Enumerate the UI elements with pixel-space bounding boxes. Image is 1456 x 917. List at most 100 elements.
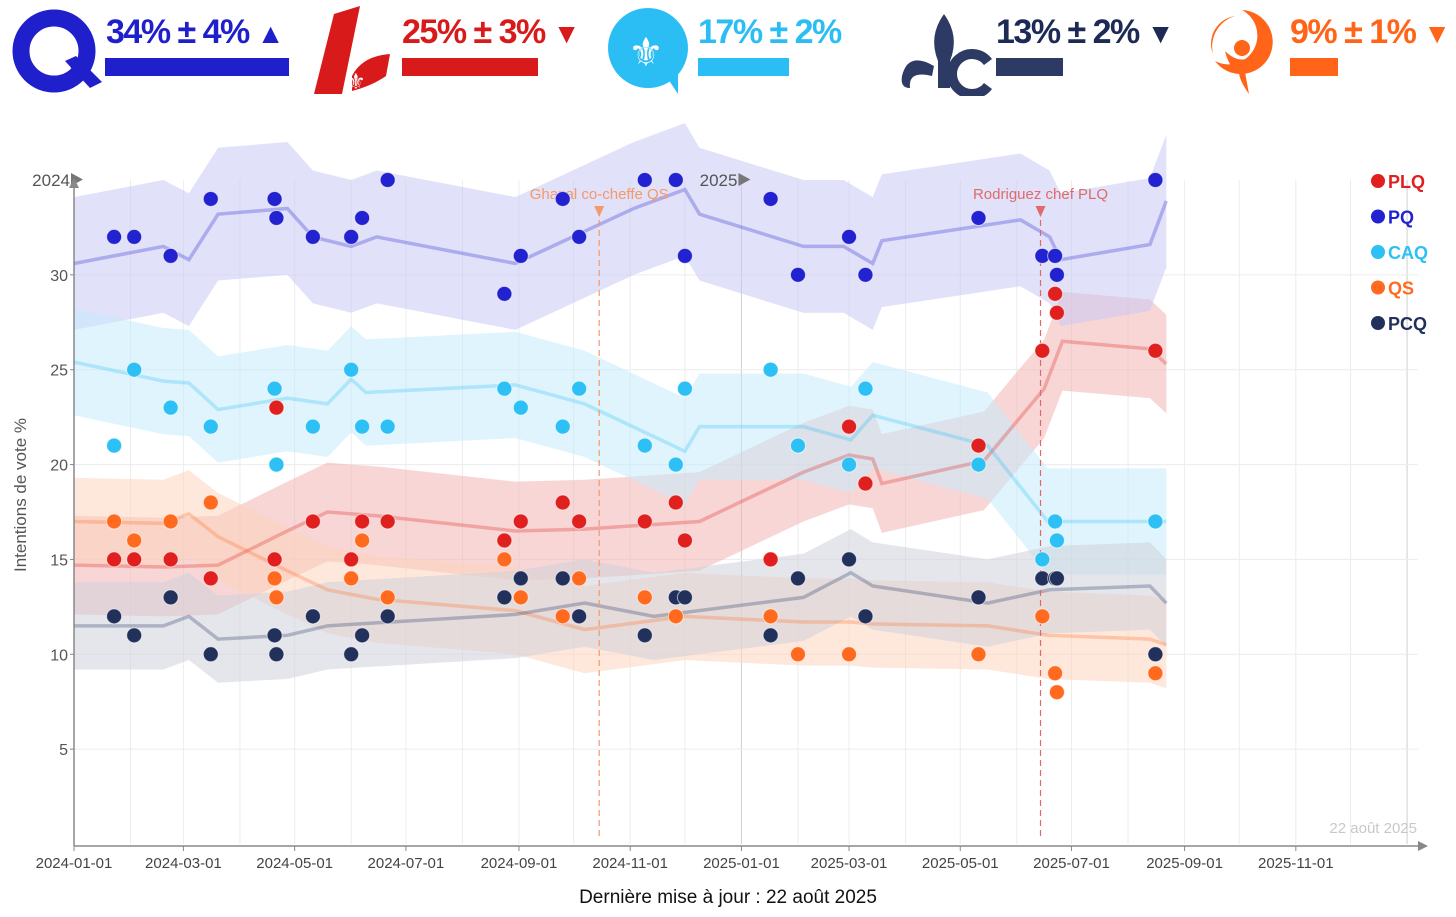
qs-poll-point: [343, 570, 360, 587]
trend-up-icon: ▲: [256, 18, 285, 49]
qs-poll-point: [571, 570, 588, 587]
event-annotation-label: Ghazal co-cheffe QS: [530, 186, 669, 203]
plq-poll-point: [202, 570, 219, 587]
year-marker-label: 2025: [700, 171, 738, 190]
pcq-poll-point: [970, 589, 987, 606]
plq-summary-value: 25% ± 3% ▼: [402, 12, 580, 54]
pcq-poll-point: [571, 608, 588, 625]
plq-poll-point: [379, 513, 396, 530]
qs-poll-point: [1147, 665, 1164, 682]
pq-poll-point: [268, 209, 285, 226]
pq-poll-point: [202, 190, 219, 207]
pq-poll-point: [496, 285, 513, 302]
qs-figure-logo-icon: [1211, 10, 1273, 94]
pcq-poll-point: [266, 627, 283, 644]
caq-poll-point: [266, 380, 283, 397]
pcq-poll-point: [762, 627, 779, 644]
pcq-poll-point: [268, 646, 285, 663]
pcq-trend-line: [74, 570, 1168, 641]
pq-poll-point: [762, 190, 779, 207]
plq-poll-point: [636, 513, 653, 530]
caq-summary-value: 17% ± 2%: [698, 12, 842, 52]
caq-poll-point: [789, 437, 806, 454]
legend-marker-plq: [1371, 174, 1385, 188]
caq-poll-point: [496, 380, 513, 397]
legend-label-pq: PQ: [1388, 208, 1414, 228]
plq-poll-point: [554, 494, 571, 511]
pcq-poll-point: [126, 627, 143, 644]
plq-poll-point: [126, 551, 143, 568]
caq-poll-point: [857, 380, 874, 397]
pcq-confidence-band: [74, 529, 1167, 683]
qs-poll-point: [554, 608, 571, 625]
plq-poll-point: [841, 418, 858, 435]
pcq-poll-point: [857, 608, 874, 625]
x-tick-label: 2025-01-01: [703, 855, 780, 872]
qs-poll-point: [202, 494, 219, 511]
qs-poll-point: [667, 608, 684, 625]
caq-trend-line: [73, 360, 1167, 524]
year-marker-label: 2024: [32, 171, 70, 190]
qs-poll-point: [1047, 665, 1064, 682]
pq-poll-point: [354, 209, 371, 226]
last-updated-text: Dernière mise à jour : 22 août 2025: [579, 887, 877, 908]
pq-poll-point: [841, 228, 858, 245]
svg-text:⚜: ⚜: [628, 30, 664, 76]
caq-summary-bar: [698, 58, 789, 76]
x-tick-label: 2024-09-01: [481, 855, 558, 872]
pcq-poll-point: [354, 627, 371, 644]
pcq-poll-point: [841, 551, 858, 568]
qs-poll-point: [1048, 684, 1065, 701]
pq-confidence-band: [74, 123, 1167, 330]
qs-poll-point: [496, 551, 513, 568]
pq-poll-point: [106, 228, 123, 245]
x-axis-arrow-icon: [1418, 841, 1428, 851]
qs-poll-point: [354, 532, 371, 549]
plq-poll-point: [1048, 304, 1065, 321]
caq-poll-point: [354, 418, 371, 435]
y-axis-arrow-icon: [69, 178, 79, 188]
plq-poll-point: [496, 532, 513, 549]
qs-poll-point: [512, 589, 529, 606]
caq-poll-point: [554, 418, 571, 435]
pq-poll-point: [162, 247, 179, 264]
x-tick-label: 2025-07-01: [1033, 855, 1110, 872]
caq-poll-point: [202, 418, 219, 435]
pq-poll-point: [970, 209, 987, 226]
legend-label-pcq: PCQ: [1388, 314, 1427, 334]
pcq-poll-point: [512, 570, 529, 587]
plq-poll-point: [354, 513, 371, 530]
x-tick-label: 2024-03-01: [145, 855, 222, 872]
pcq-poll-point: [636, 627, 653, 644]
y-tick-label: 30: [50, 268, 68, 285]
pcq-poll-point: [789, 570, 806, 587]
plq-summary-bar: [402, 58, 538, 76]
caq-poll-point: [162, 399, 179, 416]
pq-poll-point: [789, 266, 806, 283]
pcq-summary-bar: [996, 58, 1063, 76]
x-tick-label: 2025-11-01: [1258, 855, 1334, 872]
qs-summary-bar: [1290, 58, 1338, 76]
pq-poll-point: [126, 228, 143, 245]
qs-poll-point: [162, 513, 179, 530]
caq-poll-point: [304, 418, 321, 435]
pq-poll-point: [343, 228, 360, 245]
caq-poll-point: [970, 456, 987, 473]
pq-summary-value: 34% ± 4% ▲: [106, 12, 285, 54]
plq-poll-point: [1034, 342, 1051, 359]
pcq-poll-point: [1147, 646, 1164, 663]
plq-trend-line: [73, 339, 1168, 569]
pcq-value-text: 13% ± 2%: [996, 13, 1140, 51]
caq-poll-point: [571, 380, 588, 397]
pcq-poll-point: [379, 608, 396, 625]
pq-poll-point: [1048, 266, 1065, 283]
qs-trend-line: [73, 511, 1167, 647]
qs-summary-value: 9% ± 1% ▼: [1290, 12, 1451, 54]
pcq-poll-point: [676, 589, 693, 606]
pq-poll-point: [571, 228, 588, 245]
qs-poll-point: [970, 646, 987, 663]
caq-poll-point: [343, 361, 360, 378]
pcq-poll-point: [202, 646, 219, 663]
legend-marker-qs: [1371, 280, 1385, 295]
